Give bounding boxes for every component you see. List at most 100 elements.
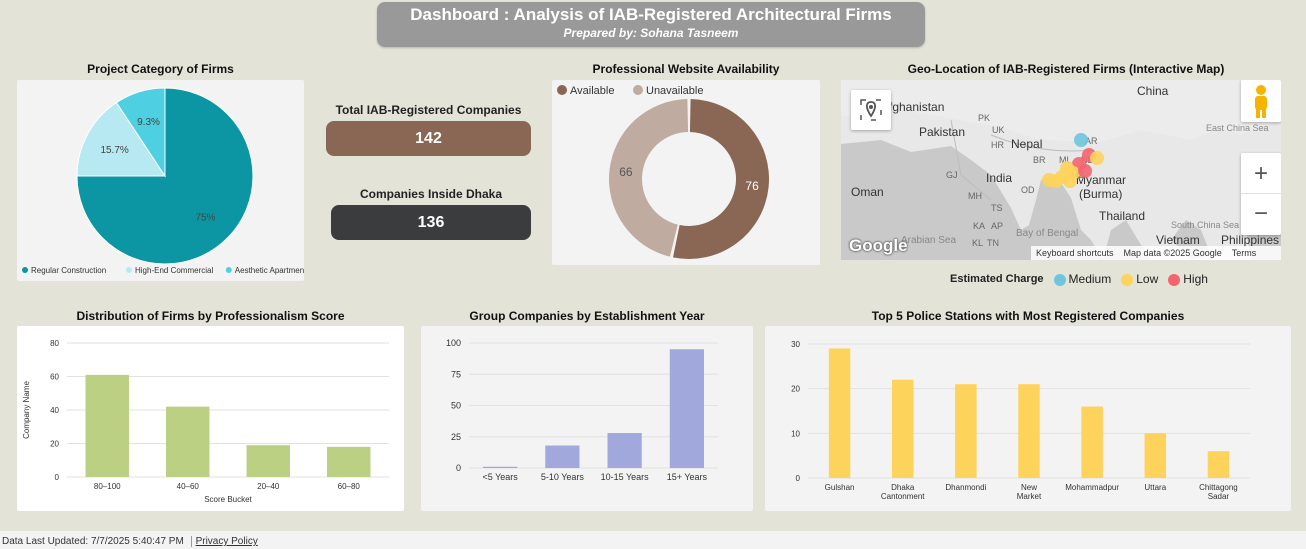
x-tick-label: New [1021, 483, 1037, 492]
x-tick-label: Gulshan [825, 483, 855, 492]
street-view-pegman[interactable] [1241, 80, 1281, 122]
y-tick-label: 25 [451, 432, 461, 442]
pie-slice-label: 9.3% [137, 117, 160, 128]
bar[interactable] [166, 406, 210, 477]
map-abbr: OD [1021, 185, 1035, 195]
bar[interactable] [1081, 406, 1103, 478]
bar[interactable] [246, 445, 290, 477]
y-tick-label: 0 [456, 463, 461, 473]
establishment-title: Group Companies by Establishment Year [469, 309, 705, 323]
x-tick-label: Mohammadpur [1065, 483, 1119, 492]
bar[interactable] [483, 466, 518, 468]
pie-slice[interactable] [115, 87, 166, 178]
location-button[interactable] [851, 90, 891, 130]
map-abbr: UK [992, 125, 1005, 135]
donut-slice[interactable] [673, 99, 769, 260]
y-tick-label: 100 [446, 338, 461, 348]
bar[interactable] [669, 349, 704, 468]
page-title: Dashboard : Analysis of IAB-Registered A… [410, 5, 892, 24]
pie-legend-swatch [22, 267, 28, 273]
professionalism-bar-chart: 0 20 40 60 80 80–100 40–60 20–40 60–80 Score Buck… [22, 339, 389, 504]
map-marker[interactable] [1090, 151, 1104, 165]
google-logo[interactable]: Google [849, 236, 908, 255]
map-abbr: GJ [946, 170, 958, 180]
website-availability-title: Professional Website Availability [592, 62, 780, 76]
donut-value-label: 76 [745, 179, 759, 193]
footer: Data Last Updated: 7/7/2025 5:40:47 PM P… [0, 531, 1306, 549]
donut-slice[interactable] [609, 99, 689, 257]
map-legend-item-medium: Medium [1053, 272, 1112, 286]
bar[interactable] [545, 445, 580, 469]
map-abbr: HR [991, 140, 1004, 150]
y-tick-label: 80 [50, 339, 59, 348]
x-tick-label: Sadar [1208, 492, 1230, 501]
map-abbr: MH [968, 191, 982, 201]
map-abbr: AP [991, 221, 1004, 231]
map-marker[interactable] [1074, 133, 1088, 147]
terms-link[interactable]: Terms [1231, 248, 1257, 258]
map-label-bay-of-bengal: Bay of Bengal [1016, 228, 1079, 239]
y-tick-label: 20 [50, 440, 59, 449]
bar[interactable] [828, 348, 851, 478]
bar[interactable] [1144, 433, 1167, 478]
x-tick-label: 10-15 Years [601, 472, 650, 482]
location-pin-icon [860, 99, 882, 121]
interactive-map[interactable]: China Afghanistan Pakistan Nepal India O… [841, 80, 1281, 260]
x-tick-label: Uttara [1144, 483, 1166, 492]
bar[interactable] [1018, 384, 1040, 478]
map-attribution-bar: Keyboard shortcuts Map data ©2025 Google… [1031, 246, 1281, 260]
map-label-thailand: Thailand [1099, 209, 1146, 223]
x-tick-label: Dhanmondi [945, 483, 986, 492]
y-tick-label: 40 [50, 406, 59, 415]
donut-legend-label: Unavailable [646, 85, 703, 97]
map-legend: Estimated Charge Medium Low High [950, 272, 1208, 286]
map-abbr: AR [1085, 136, 1098, 146]
map-markers[interactable] [841, 80, 1281, 260]
map-label-arabian-sea: Arabian Sea [901, 235, 957, 246]
pie-slice[interactable] [76, 101, 166, 177]
map-label-east-china-sea: East China Sea [1206, 123, 1269, 133]
bar[interactable] [955, 384, 977, 478]
bar[interactable] [85, 374, 129, 477]
map-legend-item-high: High [1168, 272, 1208, 286]
bar[interactable] [891, 379, 914, 478]
legend-label: Medium [1068, 272, 1112, 286]
y-tick-label: 75 [451, 369, 461, 379]
map-marker[interactable] [1063, 174, 1077, 188]
map-abbr: BR [1033, 155, 1046, 165]
bar[interactable] [607, 433, 642, 468]
zoom-out-button[interactable]: − [1253, 200, 1268, 227]
map-marker[interactable] [1049, 174, 1063, 188]
map-label-nepal: Nepal [1011, 137, 1043, 151]
donut-legend-swatch [557, 85, 567, 95]
police-title: Top 5 Police Stations with Most Register… [871, 309, 1185, 323]
map-abbr: ML [1059, 155, 1072, 165]
pie-legend-swatch [225, 267, 232, 273]
map-title: Geo-Location of IAB-Registered Firms (In… [907, 62, 1225, 76]
dhaka-companies-label: Companies Inside Dhaka [359, 187, 503, 201]
map-marker[interactable] [1078, 164, 1092, 178]
establishment-card: 0 25 50 75 100 <5 Years 5-10 Years 10-15 Years 1… [421, 326, 753, 511]
y-tick-label: 30 [791, 340, 800, 349]
legend-dot [1053, 273, 1066, 286]
privacy-policy-link[interactable]: Privacy Policy [195, 536, 258, 547]
map-label-china: China [1137, 84, 1169, 98]
y-tick-label: 0 [55, 473, 60, 482]
donut-legend-swatch [633, 85, 643, 95]
map-abbr: PK [978, 113, 991, 123]
x-tick-label: Dhaka [891, 483, 915, 492]
bar[interactable] [1207, 451, 1230, 478]
map-label-afghanistan: Afghanistan [881, 100, 945, 114]
pie-legend-label: Regular Construction [31, 266, 106, 275]
map-legend-item-low: Low [1121, 272, 1158, 286]
map-abbr: KA [973, 221, 986, 231]
x-tick-label: <5 Years [482, 472, 518, 482]
pie-legend-label: High-End Commercial [135, 266, 213, 275]
zoom-in-button[interactable]: + [1241, 153, 1281, 194]
keyboard-shortcuts-link[interactable]: Keyboard shortcuts [1036, 248, 1114, 258]
donut-legend-label: Available [570, 85, 614, 97]
x-tick-label: 40–60 [177, 482, 200, 491]
map-abbr: TS [991, 203, 1003, 213]
bar[interactable] [327, 446, 371, 477]
